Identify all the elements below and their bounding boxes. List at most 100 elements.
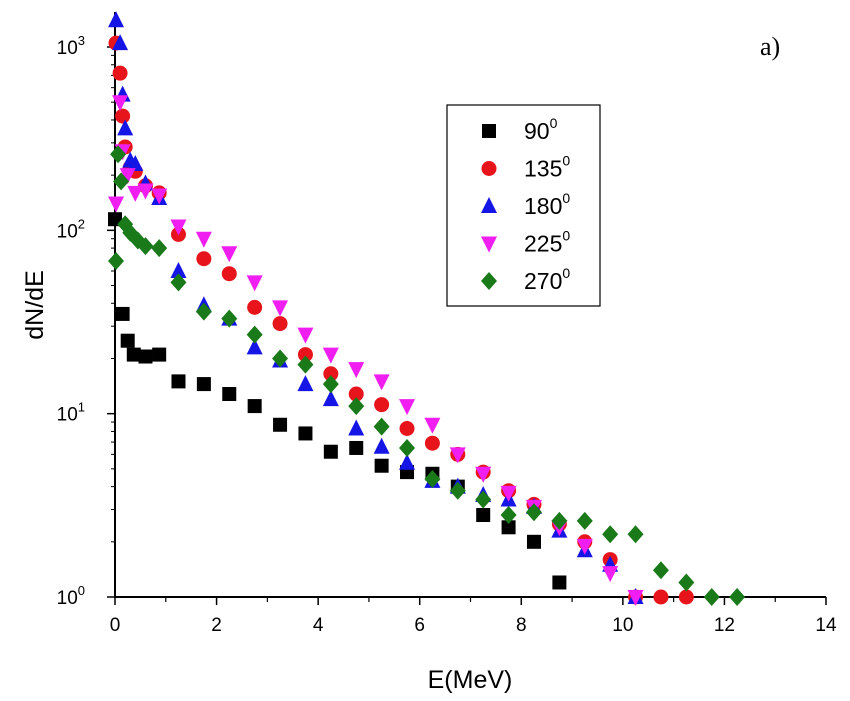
legend-label: 2700 <box>524 265 570 294</box>
panel-label: a) <box>760 32 780 61</box>
data-point <box>475 490 492 509</box>
y-tick-label: 102 <box>57 216 85 242</box>
legend-label: 900 <box>524 115 558 144</box>
data-point <box>297 375 314 392</box>
y-ticks: 100 101 102 103 <box>57 33 115 609</box>
data-point <box>323 444 338 459</box>
legend-label: 2250 <box>524 228 570 257</box>
data-point <box>322 347 339 364</box>
legend-marker <box>482 124 496 138</box>
data-point <box>151 188 168 205</box>
plot-marks <box>108 11 746 606</box>
data-point <box>138 349 153 364</box>
data-point <box>373 374 390 391</box>
data-point <box>117 119 134 136</box>
x-tick-label: 10 <box>612 615 633 636</box>
data-point <box>127 185 144 202</box>
data-point <box>246 325 263 344</box>
x-tick-label: 12 <box>714 615 735 636</box>
data-point <box>501 520 516 535</box>
data-point <box>221 266 237 282</box>
x-tick-label: 2 <box>211 615 222 636</box>
data-point <box>170 273 187 292</box>
data-point <box>195 231 212 248</box>
y-tick-label: 100 <box>57 583 85 609</box>
data-point <box>120 333 135 348</box>
legend-marker <box>481 272 497 290</box>
x-tick-label: 8 <box>516 615 527 636</box>
data-point <box>117 215 134 234</box>
data-point <box>196 377 211 392</box>
legend: 900 1350 1800 2250 2700 <box>446 104 601 307</box>
data-point <box>500 485 517 502</box>
data-point <box>322 375 339 394</box>
legend-box <box>446 104 601 307</box>
data-point <box>678 573 695 592</box>
data-point <box>576 511 593 530</box>
data-point <box>137 183 154 200</box>
data-point <box>703 588 720 606</box>
data-point <box>298 426 313 441</box>
data-point <box>170 219 187 236</box>
data-point <box>297 327 314 344</box>
data-point <box>374 458 389 473</box>
data-point <box>170 262 187 279</box>
data-point <box>322 390 339 407</box>
legend-marker <box>481 197 497 213</box>
data-point <box>247 299 263 315</box>
data-point <box>424 435 440 451</box>
series-180 <box>108 11 644 604</box>
data-point <box>297 355 314 374</box>
data-point <box>272 316 288 332</box>
data-point <box>348 362 365 379</box>
data-point <box>475 466 492 483</box>
data-point <box>526 534 541 549</box>
y-axis-title: dN/dE <box>21 270 49 339</box>
data-point <box>399 438 416 457</box>
data-point <box>602 566 619 583</box>
data-point <box>171 374 186 389</box>
legend-marker <box>481 161 497 176</box>
data-point <box>108 11 125 28</box>
data-point <box>576 538 593 555</box>
data-point <box>273 417 288 432</box>
x-axis-title: E(MeV) <box>428 666 513 694</box>
data-point <box>221 309 238 328</box>
data-point <box>272 300 289 317</box>
x-tick-label: 14 <box>815 615 837 636</box>
data-point <box>374 397 390 413</box>
y-tick-label: 101 <box>57 400 85 426</box>
x-ticks: 0 2 4 6 8 10 12 14 <box>110 597 837 636</box>
data-point <box>112 95 129 112</box>
legend-label: 1800 <box>524 190 570 219</box>
data-point <box>246 275 263 292</box>
series-270 <box>108 145 746 606</box>
data-point <box>115 306 130 321</box>
data-point <box>126 347 141 362</box>
data-point <box>112 34 129 51</box>
data-point <box>399 421 415 437</box>
data-point <box>602 525 619 544</box>
data-point <box>110 145 127 164</box>
legend-label: 1350 <box>524 153 570 182</box>
data-point <box>500 506 517 525</box>
series-135 <box>108 35 694 605</box>
data-point <box>348 397 365 416</box>
x-tick-label: 4 <box>313 615 324 636</box>
data-point <box>552 575 567 590</box>
data-point <box>272 349 289 368</box>
data-point <box>151 239 168 258</box>
series-225 <box>108 95 644 606</box>
data-point <box>247 399 262 414</box>
data-point <box>221 246 238 263</box>
data-point <box>115 108 131 124</box>
data-point <box>349 440 364 455</box>
data-point <box>112 65 128 81</box>
x-tick-label: 6 <box>414 615 425 636</box>
data-point <box>449 447 466 464</box>
data-point <box>108 252 125 271</box>
data-point <box>729 588 746 606</box>
data-point <box>449 481 466 500</box>
data-point <box>525 503 542 522</box>
